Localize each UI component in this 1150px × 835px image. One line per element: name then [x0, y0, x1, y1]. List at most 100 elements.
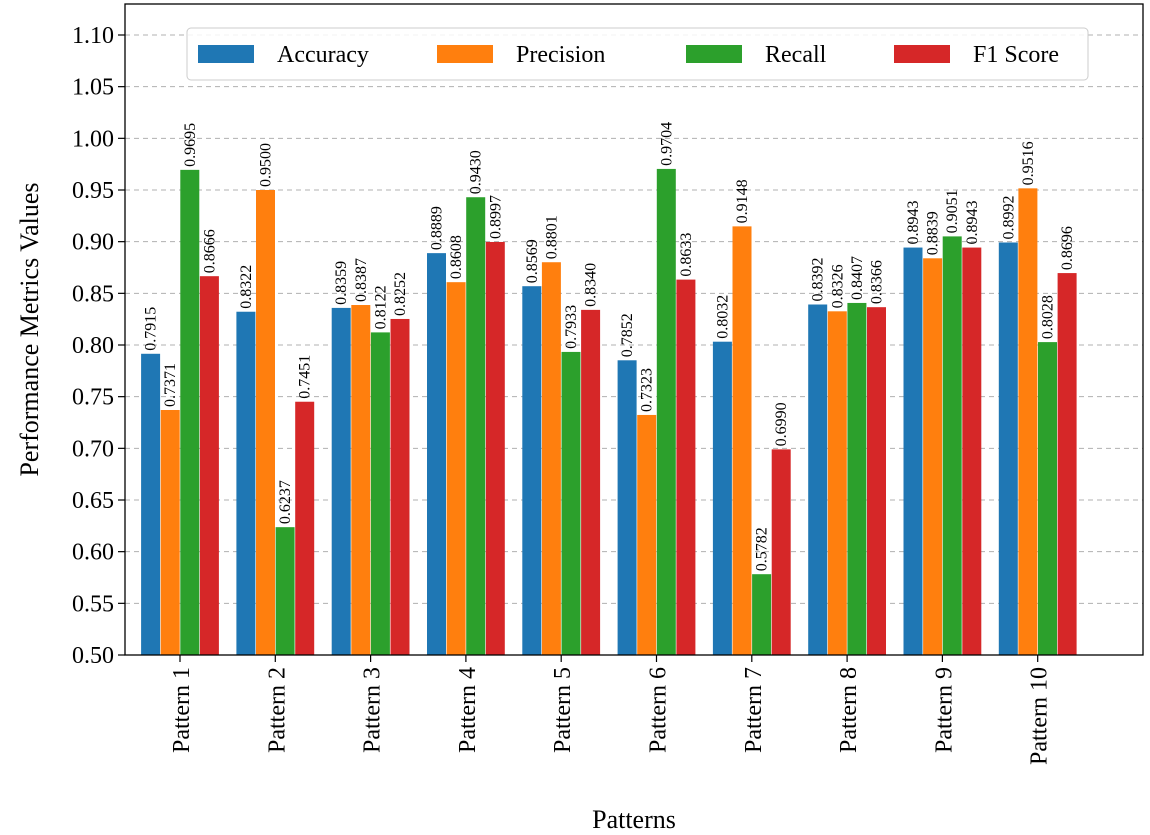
y-tick-label: 0.90 [72, 230, 114, 256]
data-label: 0.8696 [1059, 226, 1076, 270]
bar-recall [656, 168, 676, 656]
bar-f1-score [199, 276, 219, 655]
plot-frame [124, 3, 1144, 656]
data-label: 0.8387 [353, 258, 370, 302]
x-tick-label: Pattern 6 [646, 667, 672, 753]
bar-f1-score [390, 318, 410, 655]
bar-precision [160, 409, 180, 655]
bar-recall [942, 236, 962, 655]
bar-accuracy [522, 286, 542, 655]
data-label: 0.8326 [829, 264, 846, 308]
legend-swatch [198, 45, 254, 63]
data-label: 0.8889 [429, 206, 446, 250]
x-tick-label: Pattern 4 [455, 667, 481, 753]
data-label: 0.8366 [869, 260, 886, 304]
legend-entry: Recall [765, 42, 827, 68]
bar-precision [446, 282, 466, 655]
y-tick-label: 0.65 [72, 488, 114, 514]
bar-precision [923, 258, 943, 655]
data-label: 0.8322 [238, 265, 255, 309]
y-tick-label: 0.70 [72, 436, 114, 462]
bar-recall [752, 574, 772, 655]
bar-f1-score [485, 241, 505, 655]
data-label: 0.9148 [734, 179, 751, 223]
x-tick-label: Pattern 5 [550, 667, 576, 753]
bar-precision [732, 226, 752, 655]
bar-accuracy [712, 341, 732, 655]
data-label: 0.5782 [754, 527, 771, 571]
data-label: 0.8407 [849, 256, 866, 300]
data-label: 0.9051 [944, 189, 961, 233]
legend: Accuracy Precision Recall F1 Score [186, 27, 1089, 81]
bar-recall [275, 527, 295, 655]
x-tick-label: Pattern 7 [741, 667, 767, 753]
x-tick-label: Pattern 10 [1027, 667, 1053, 765]
legend-swatch [686, 45, 742, 63]
legend-entry: Precision [516, 42, 605, 68]
bar-accuracy [903, 247, 923, 655]
y-tick-label: 1.05 [72, 75, 114, 101]
bar-precision [637, 414, 657, 655]
data-label: 0.8943 [964, 201, 981, 245]
bar-f1-score [676, 279, 696, 655]
data-label: 0.9500 [258, 143, 275, 187]
data-label: 0.7371 [162, 363, 179, 407]
y-tick-label: 0.50 [72, 643, 114, 669]
bar-recall [1038, 342, 1057, 655]
data-label: 0.9430 [468, 150, 485, 194]
bar-accuracy [998, 242, 1018, 655]
bar-recall [561, 351, 581, 655]
y-tick-label: 0.75 [72, 385, 114, 411]
bar-recall [847, 302, 867, 655]
bar-accuracy [141, 353, 161, 655]
bar-accuracy [808, 304, 828, 655]
axes: 0.50 0.55 0.60 0.65 0.70 0.75 0.80 0.85 0.90 0.95… [72, 3, 1144, 765]
y-tick-label: 1.10 [72, 23, 114, 49]
data-label: 0.8028 [1040, 295, 1057, 339]
legend-swatch [437, 45, 493, 63]
data-label: 0.8569 [524, 239, 541, 283]
x-tick-label: Pattern 1 [169, 667, 195, 753]
y-tick-label: 0.80 [72, 333, 114, 359]
bar-precision [351, 305, 371, 655]
bar-accuracy [236, 311, 256, 655]
y-tick-label: 0.85 [72, 281, 114, 307]
y-axis-title: Performance Metrics Values [15, 182, 44, 476]
x-tick-label: Pattern 3 [360, 667, 386, 753]
bar-f1-score [295, 401, 315, 655]
x-tick-label: Pattern 9 [931, 667, 957, 753]
data-label: 0.8801 [543, 215, 560, 259]
data-label: 0.9516 [1020, 141, 1037, 185]
data-label: 0.8359 [333, 261, 350, 305]
bar-precision [256, 190, 275, 655]
y-tick-label: 0.55 [72, 591, 114, 617]
legend-entry: F1 Score [973, 42, 1059, 68]
data-label: 0.8032 [714, 295, 731, 339]
data-label: 0.8633 [678, 233, 695, 277]
x-tick-label: Pattern 2 [264, 667, 290, 753]
data-label: 0.8122 [372, 285, 389, 329]
bar-f1-score [962, 247, 982, 655]
bar-f1-score [1057, 273, 1077, 655]
y-tick-label: 1.00 [72, 126, 114, 152]
data-label: 0.8252 [392, 272, 409, 316]
bar-precision [541, 262, 561, 655]
y-tick-label: 0.95 [72, 178, 114, 204]
bars [141, 168, 1077, 656]
data-label: 0.7323 [639, 368, 656, 412]
bar-recall [180, 169, 200, 655]
data-label: 0.8997 [487, 195, 504, 239]
data-label: 0.7852 [619, 313, 636, 357]
bar-f1-score [771, 449, 791, 655]
bar-accuracy [427, 253, 446, 656]
bar-accuracy [617, 360, 637, 655]
data-label: 0.8943 [905, 201, 922, 245]
bar-precision [1018, 188, 1038, 655]
data-label: 0.8666 [201, 229, 218, 273]
legend-swatch [894, 45, 950, 63]
data-label: 0.7915 [143, 307, 160, 351]
bar-f1-score [581, 309, 601, 655]
data-label: 0.9695 [182, 123, 199, 167]
